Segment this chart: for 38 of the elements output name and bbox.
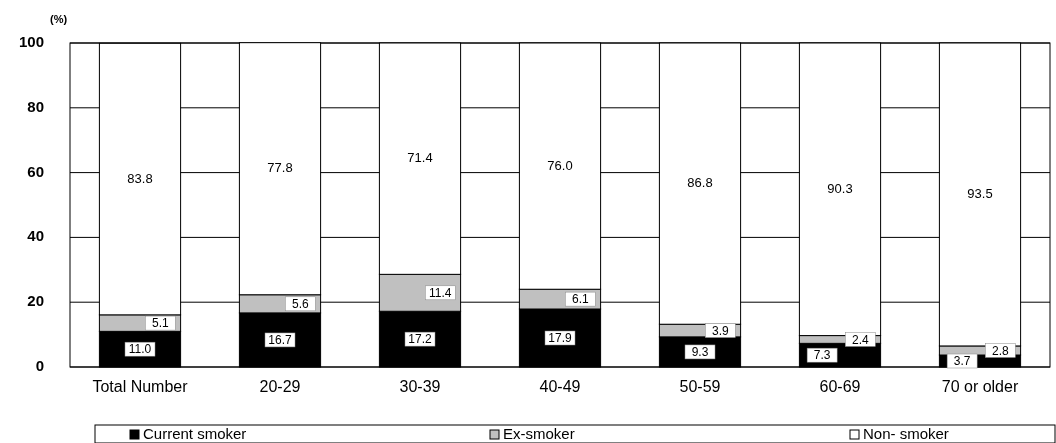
data-label: 93.5 — [967, 185, 993, 201]
data-label: 11.0 — [128, 342, 152, 357]
y-tick-label: 40 — [27, 227, 44, 245]
data-label: 2.4 — [851, 332, 869, 347]
y-tick-label: 0 — [35, 356, 44, 374]
x-tick-label: 30-39 — [399, 378, 441, 395]
data-label: 3.9 — [711, 323, 729, 338]
data-label: 5.1 — [151, 316, 169, 331]
data-label: 17.2 — [408, 332, 432, 347]
x-tick-label: 50-59 — [679, 378, 721, 395]
data-label: 83.8 — [127, 170, 153, 186]
data-label: 3.7 — [953, 354, 971, 369]
y-axis-title: (%) — [50, 13, 68, 25]
x-tick-label: 60-69 — [819, 378, 861, 395]
x-tick-label: 40-49 — [539, 378, 581, 395]
data-label: 6.1 — [571, 292, 589, 307]
legend-label: Current smoker — [143, 424, 247, 442]
data-label: 17.9 — [548, 331, 572, 346]
data-label: 77.8 — [267, 160, 293, 176]
x-tick-label: 70 or older — [941, 378, 1019, 395]
data-label: 5.6 — [291, 296, 309, 311]
data-label: 7.3 — [813, 348, 831, 363]
data-label: 9.3 — [691, 345, 709, 360]
y-tick-label: 20 — [27, 292, 44, 310]
data-label: 11.4 — [429, 285, 452, 300]
data-label: 76.0 — [547, 157, 573, 173]
x-tick-label: Total Number — [92, 378, 189, 395]
y-tick-label: 60 — [27, 162, 44, 180]
legend-label: Non- smoker — [863, 424, 949, 442]
data-label: 16.7 — [268, 333, 292, 348]
data-label: 90.3 — [827, 180, 853, 196]
y-tick-label: 80 — [27, 97, 44, 115]
y-tick-label: 100 — [18, 32, 44, 50]
legend-label: Ex-smoker — [503, 424, 575, 442]
data-label: 2.8 — [991, 343, 1009, 358]
data-label: 86.8 — [687, 175, 713, 191]
x-tick-label: 20-29 — [259, 378, 301, 395]
data-label: 71.4 — [407, 150, 433, 166]
